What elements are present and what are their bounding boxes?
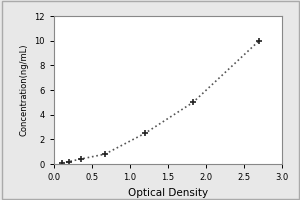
Y-axis label: Concentration(ng/mL): Concentration(ng/mL): [20, 44, 29, 136]
X-axis label: Optical Density: Optical Density: [128, 188, 208, 198]
